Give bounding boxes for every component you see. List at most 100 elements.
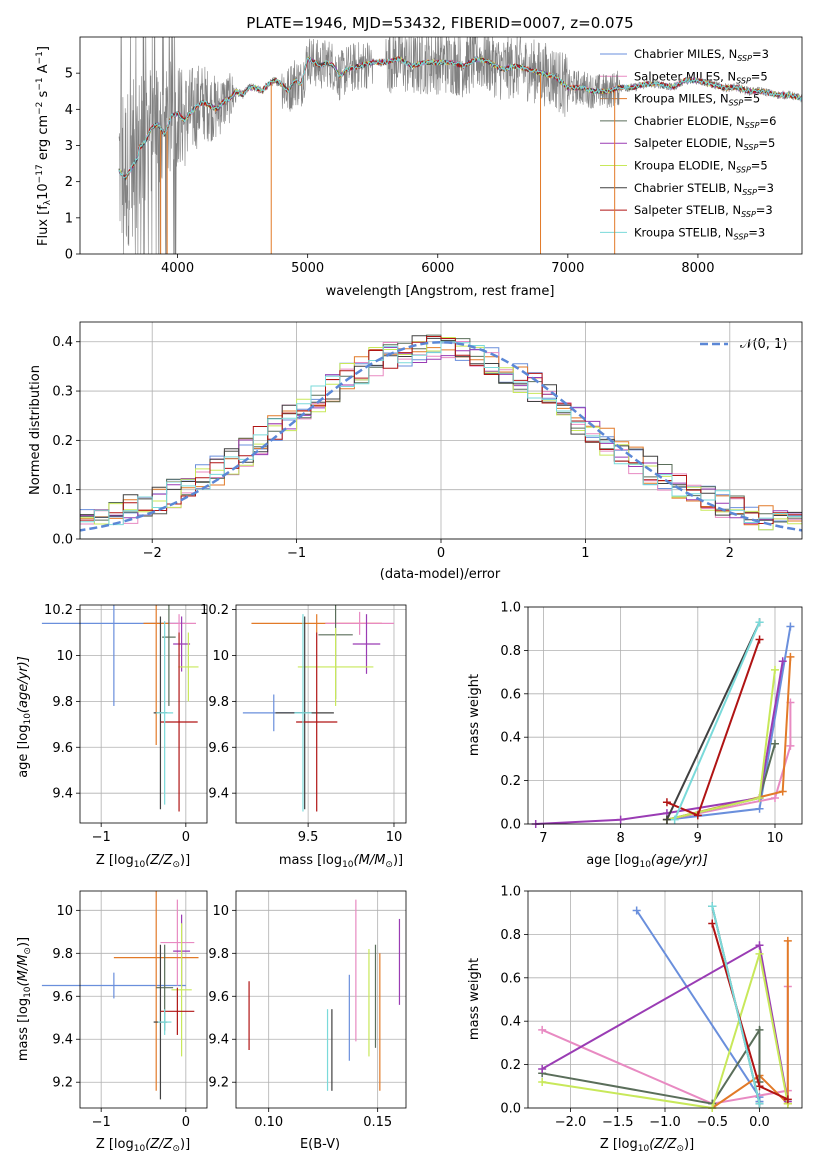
mass_vs_Z-axes: −1 0 9.2 9.4 9.6 9.8 10 (52, 891, 207, 1130)
y-tick-label: 1.0 (500, 885, 521, 900)
x-tick-label: 0 (182, 830, 190, 845)
spectrum-data (118, 37, 802, 254)
mass-weight-line (542, 1026, 761, 1105)
figure-title: PLATE=1946, MJD=53432, FIBERID=0007, z=0… (246, 14, 633, 32)
residual-xlabel: (data-model)/error (380, 567, 501, 582)
mass-weight-marker (755, 1099, 764, 1108)
y-tick-label: 0.4 (500, 731, 521, 746)
mass-weight-vs-metallicity-plot: Z [log10(Z/Z⊙)] mass weight (467, 958, 694, 1154)
mass-weight-line (635, 909, 761, 1102)
x-tick-label: 5000 (291, 261, 324, 276)
legend-entry: Salpeter ELODIE, NSSP=5 (634, 136, 775, 152)
age_vs_mass-axes: 9.5 10 9.4 9.6 9.8 10 10.2 (200, 603, 406, 845)
legend-entry: Chabrier MILES, NSSP=3 (634, 47, 769, 63)
mass-weight-marker (778, 787, 787, 796)
y-tick-label: 10 (56, 904, 73, 919)
mass-weight-marker (632, 906, 641, 915)
y-tick-label: 0.8 (500, 644, 521, 659)
mass-weight-marker (693, 811, 702, 820)
mass-weight-marker (770, 739, 779, 748)
ageZ-ylabel: age [log10(age/yr)] (16, 656, 33, 778)
y-tick-label: 3 (65, 139, 73, 154)
mass-weight-vs-age-plot: age [log10(age/yr)] mass weight (467, 674, 708, 870)
y-tick-label: 10.2 (44, 603, 73, 618)
x-tick-label: 0 (437, 546, 445, 561)
y-tick-label: 10 (56, 649, 73, 664)
mass-weight-line (711, 905, 761, 1104)
mass-weight-marker (616, 815, 625, 824)
mass-weight-marker (755, 949, 764, 958)
x-tick-label: 8 (616, 831, 624, 846)
mwAge-xlabel: age [log10(age/yr)] (586, 853, 708, 870)
mass-weight-line (542, 953, 789, 1110)
mass-weight-marker (770, 665, 779, 674)
y-tick-label: 10.2 (200, 603, 229, 618)
svg-text:wavelength [Angstrom, rest fra: wavelength [Angstrom, rest frame] (326, 284, 555, 299)
mass-weight-line (535, 661, 784, 825)
mass-weight-line (666, 702, 792, 821)
residual-histogram-step (80, 336, 802, 539)
mwAge-ylabel: mass weight (467, 674, 482, 756)
mass-weight-marker (786, 622, 795, 631)
mass-weight-marker (662, 798, 671, 807)
legend-entry: Kroupa ELODIE, NSSP=5 (634, 159, 768, 175)
mass-weight-marker (755, 941, 764, 950)
mass-weight-marker (538, 1025, 547, 1034)
x-tick-label: −1.0 (649, 1115, 681, 1130)
mass_weight_vs_age-axes: 7 8 9 10 0.0 0.2 0.4 0.6 0.8 1.0 (500, 601, 802, 846)
y-tick-label: 0.6 (500, 971, 521, 986)
x-tick-label: 0 (182, 1115, 190, 1130)
y-tick-label: 9.8 (208, 947, 229, 962)
y-tick-label: 9.6 (52, 990, 73, 1005)
ageM-xlabel: mass [log10(M/M⊙)] (279, 853, 403, 870)
age_vs_Z-axes: −1 0 9.4 9.6 9.8 10 10.2 (44, 603, 207, 845)
mass-weight-marker (708, 919, 717, 928)
mass-weight-marker (755, 618, 764, 627)
axes-frame (79, 36, 803, 255)
model-spectrum-line (118, 56, 802, 179)
y-tick-label: 9.4 (52, 787, 73, 802)
mass-weight-marker (538, 1064, 547, 1073)
residual-histogram: (data-model)/error Normed distribution 𝒩… (28, 337, 787, 582)
mass-weight-marker (708, 902, 717, 911)
normal-distribution-curve (80, 340, 802, 532)
mass-weight-marker (755, 804, 764, 813)
residual-data (80, 334, 802, 539)
legend-entry: Salpeter MILES, NSSP=5 (634, 69, 768, 85)
axes-frame (79, 321, 803, 540)
x-tick-label: 8000 (681, 261, 714, 276)
mass_vs_ebv-axes: 0.10 0.15 9.2 9.4 9.6 9.8 10 (208, 891, 406, 1130)
mass-weight-line (711, 940, 789, 1109)
x-tick-label: 0.0 (749, 1115, 770, 1130)
mass-weight-marker (770, 793, 779, 802)
legend-entry: Kroupa MILES, NSSP=5 (634, 92, 760, 108)
y-tick-label: 0.0 (52, 533, 73, 548)
legend-entry: Kroupa STELIB, NSSP=3 (634, 225, 765, 241)
mwZ-ylabel: mass weight (467, 958, 482, 1040)
y-tick-label: 9.8 (52, 695, 73, 710)
spectrum-axes: 4000 5000 6000 7000 8000 0 1 2 3 4 5 (65, 67, 715, 276)
x-tick-label: −1 (92, 1115, 111, 1130)
x-tick-label: 6000 (421, 261, 454, 276)
residual-ylabel: Normed distribution (28, 365, 43, 495)
y-tick-label: 9.8 (52, 947, 73, 962)
y-tick-label: 0.6 (500, 687, 521, 702)
y-tick-label: 9.8 (208, 695, 229, 710)
axes-frame (79, 890, 208, 1109)
mass-weight-marker (783, 936, 792, 945)
axes-frame (527, 606, 803, 825)
y-tick-label: 0.2 (500, 1058, 521, 1073)
x-tick-label: −1 (92, 830, 111, 845)
y-tick-label: 10 (212, 904, 229, 919)
x-tick-label: 0.15 (363, 1115, 392, 1130)
y-tick-label: 1.0 (500, 601, 521, 616)
y-tick-label: 0.0 (500, 1102, 521, 1117)
mass-weight-line (673, 621, 761, 821)
mass-weight-marker (783, 1095, 792, 1104)
x-tick-label: −1 (287, 546, 306, 561)
massE-xlabel: E(B-V) (300, 1137, 340, 1152)
legend-entry: Chabrier ELODIE, NSSP=6 (634, 114, 776, 130)
mass-vs-extinction-plot: E(B-V) (300, 1137, 340, 1152)
model-spectrum-line (119, 56, 802, 179)
